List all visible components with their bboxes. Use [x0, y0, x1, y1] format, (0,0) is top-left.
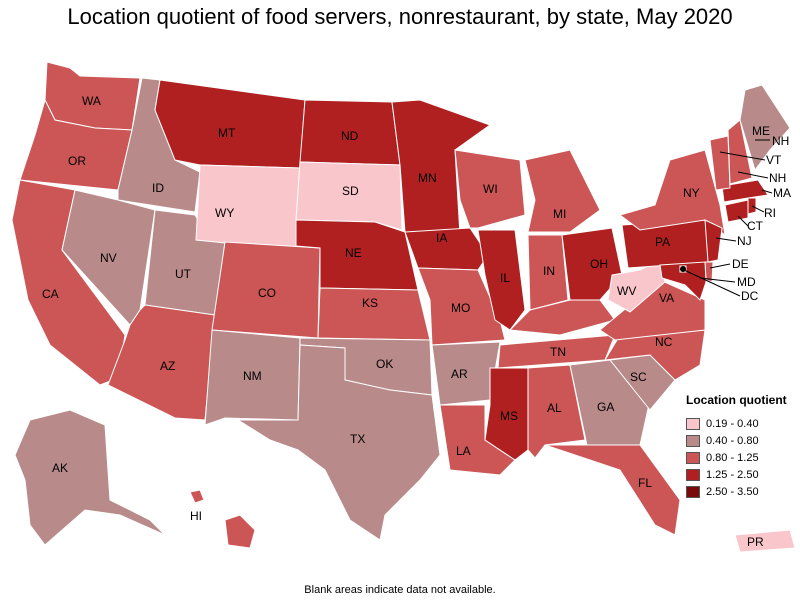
state-mn[interactable]	[391, 99, 492, 236]
label-or: OR	[68, 154, 86, 168]
label-me: ME	[752, 124, 770, 138]
label-nc: NC	[655, 335, 673, 349]
label-sc: SC	[630, 370, 647, 384]
state-nh[interactable]	[727, 119, 753, 185]
label-ar: AR	[451, 367, 468, 381]
label-tn: TN	[550, 345, 566, 359]
legend-label: 0.80 - 1.25	[706, 451, 759, 464]
label-ms: MS	[500, 409, 518, 423]
state-vt[interactable]	[709, 135, 731, 191]
state-ky[interactable]	[508, 299, 616, 336]
footnote: Blank areas indicate data not available.	[304, 584, 496, 596]
state-wy[interactable]	[195, 164, 301, 251]
label-wv: WV	[617, 284, 636, 298]
label-ga: GA	[597, 400, 614, 414]
label-ia: IA	[436, 231, 447, 245]
label-wy: WY	[215, 206, 234, 220]
state-md[interactable]	[659, 261, 707, 301]
label-ok: OK	[376, 357, 393, 371]
map-title: Location quotient of food servers, nonre…	[67, 4, 733, 29]
label-pr: PR	[747, 535, 764, 549]
label-ks: KS	[362, 296, 378, 310]
legend-swatch	[686, 485, 700, 498]
legend-label: 1.25 - 2.50	[706, 468, 759, 481]
label-ny: NY	[683, 186, 700, 200]
state-ma[interactable]	[721, 179, 769, 203]
label-md: MD	[737, 275, 756, 289]
state-wi[interactable]	[454, 149, 526, 229]
label-nv: NV	[100, 251, 117, 265]
label-nh-top: NH	[772, 134, 789, 148]
label-ma: MA	[773, 186, 791, 200]
state-hi-small-island[interactable]	[189, 489, 205, 504]
label-ne: NE	[345, 246, 362, 260]
label-nh: NH	[769, 171, 786, 185]
label-fl: FL	[638, 476, 652, 490]
state-mi[interactable]	[524, 149, 601, 233]
legend-item: 0.80 - 1.25	[686, 449, 796, 466]
label-oh: OH	[590, 257, 608, 271]
label-in: IN	[543, 264, 555, 278]
label-ri: RI	[764, 206, 776, 220]
state-hi[interactable]	[224, 514, 256, 549]
label-wi: WI	[483, 182, 498, 196]
label-ak: AK	[52, 461, 68, 475]
label-az: AZ	[160, 359, 175, 373]
state-mo[interactable]	[417, 267, 506, 346]
label-la: LA	[456, 444, 471, 458]
state-mt[interactable]	[154, 79, 306, 169]
callout-lines	[683, 139, 773, 297]
state-me[interactable]	[739, 84, 791, 172]
label-hi: HI	[190, 509, 202, 523]
legend-item: 1.25 - 2.50	[686, 466, 796, 483]
label-ct: CT	[747, 219, 764, 233]
state-ak[interactable]	[14, 409, 166, 546]
legend-label: 2.50 - 3.50	[706, 485, 759, 498]
legend-title: Location quotient	[686, 393, 787, 407]
label-nm: NM	[243, 369, 262, 383]
label-dc: DC	[741, 289, 759, 303]
label-ut: UT	[175, 267, 192, 281]
label-nj: NJ	[737, 234, 752, 248]
legend-label: 0.19 - 0.40	[706, 417, 759, 430]
label-va: VA	[659, 291, 674, 305]
label-de: DE	[732, 257, 749, 271]
state-nm[interactable]	[204, 329, 301, 426]
legend-swatch	[686, 434, 700, 447]
legend-item: 0.40 - 0.80	[686, 432, 796, 449]
label-mn: MN	[418, 171, 437, 185]
label-co: CO	[258, 286, 276, 300]
legend-swatch	[686, 451, 700, 464]
state-nj[interactable]	[704, 219, 723, 263]
label-pa: PA	[655, 235, 670, 249]
dc-marker	[680, 266, 686, 272]
label-sd: SD	[342, 184, 359, 198]
label-vt: VT	[766, 153, 782, 167]
label-tx: TX	[350, 432, 365, 446]
legend-label: 0.40 - 0.80	[706, 434, 759, 447]
label-wa: WA	[82, 94, 101, 108]
legend-swatch	[686, 417, 700, 430]
label-mt: MT	[218, 126, 236, 140]
label-id: ID	[152, 181, 164, 195]
state-ct[interactable]	[724, 199, 749, 223]
state-wv[interactable]	[607, 259, 666, 313]
label-al: AL	[547, 401, 562, 415]
legend: Location quotient 0.19 - 0.40 0.40 - 0.8…	[686, 393, 796, 500]
state-tx[interactable]	[236, 344, 441, 541]
legend-item: 2.50 - 3.50	[686, 483, 796, 500]
label-il: IL	[500, 271, 510, 285]
label-ca: CA	[42, 287, 59, 301]
legend-swatch	[686, 468, 700, 481]
label-mi: MI	[553, 207, 566, 221]
state-fl[interactable]	[544, 444, 681, 536]
label-nd: ND	[341, 129, 359, 143]
legend-item: 0.19 - 0.40	[686, 415, 796, 432]
state-ny[interactable]	[618, 149, 726, 237]
label-mo: MO	[451, 301, 470, 315]
state-pr[interactable]	[734, 529, 796, 553]
